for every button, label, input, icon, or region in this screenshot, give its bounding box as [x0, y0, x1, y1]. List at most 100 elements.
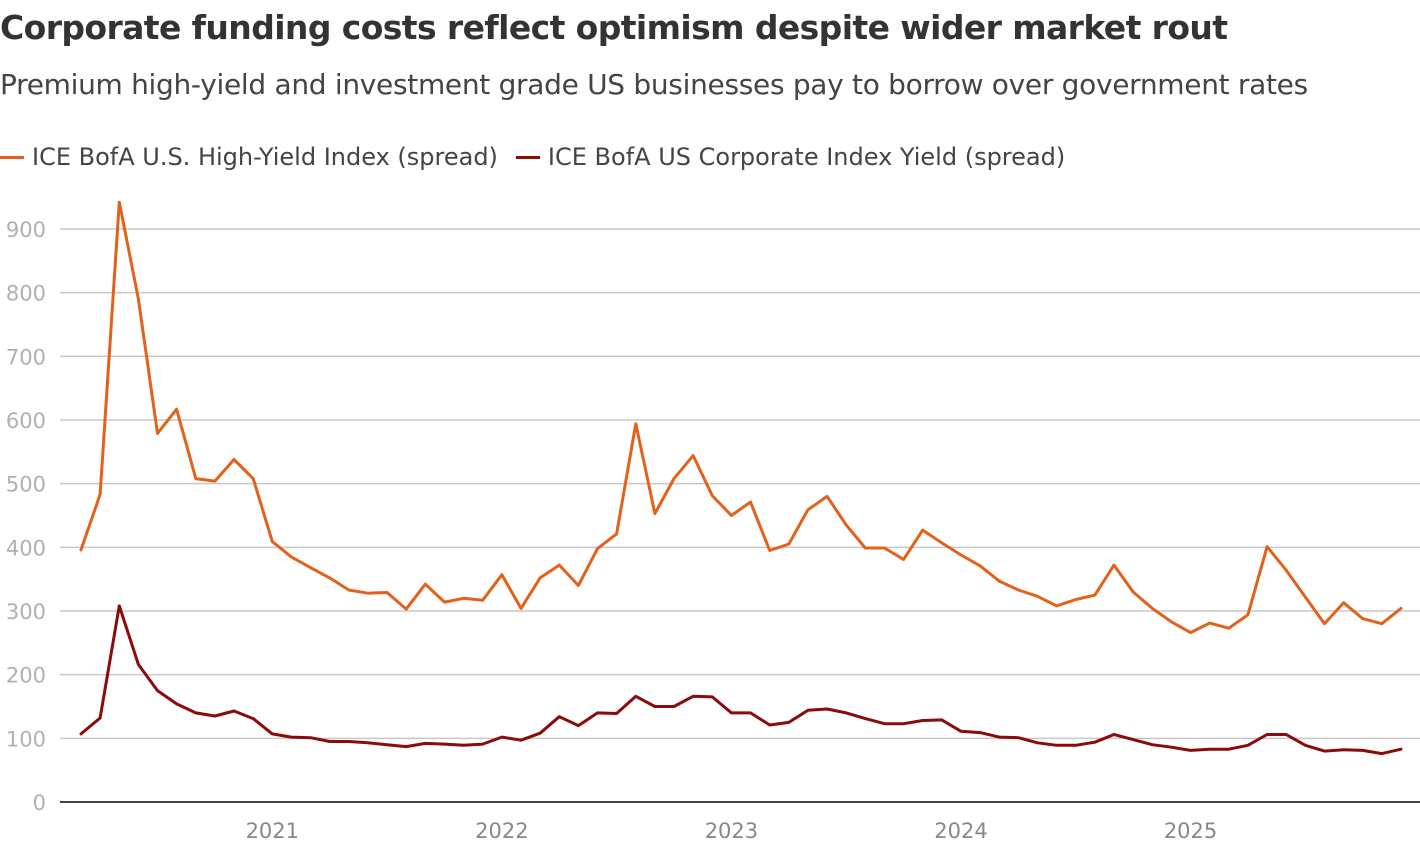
data-point-high-yield	[309, 566, 312, 569]
data-point-corporate	[405, 745, 408, 748]
data-point-high-yield	[1361, 617, 1364, 620]
data-point-corporate	[1208, 747, 1211, 751]
data-point-corporate	[156, 689, 159, 692]
legend-item-corporate: ICE BofA US Corporate Index Yield (sprea…	[515, 143, 1066, 171]
data-point-high-yield	[558, 563, 561, 567]
data-point-high-yield	[118, 201, 121, 204]
data-point-corporate	[1284, 733, 1288, 736]
data-point-high-yield	[1131, 590, 1135, 594]
data-point-high-yield	[519, 607, 523, 610]
data-point-high-yield	[1170, 620, 1173, 624]
chart-title: Corporate funding costs reflect optimism…	[0, 8, 1228, 47]
data-point-high-yield	[405, 607, 408, 611]
data-point-corporate	[79, 732, 83, 736]
y-tick-label: 800	[6, 282, 46, 306]
data-point-high-yield	[921, 528, 924, 532]
data-point-high-yield	[634, 422, 637, 426]
data-point-high-yield	[213, 479, 217, 483]
data-point-high-yield	[1036, 595, 1039, 598]
data-point-corporate	[1265, 733, 1269, 736]
data-point-high-yield	[1323, 622, 1326, 625]
chart-subtitle: Premium high-yield and investment grade …	[0, 68, 1308, 101]
data-point-high-yield	[290, 555, 293, 559]
data-point-high-yield	[271, 540, 274, 543]
data-point-high-yield	[98, 493, 102, 496]
data-point-high-yield	[1380, 622, 1384, 625]
data-point-corporate	[1017, 736, 1020, 739]
data-point-corporate	[1246, 744, 1250, 747]
data-point-high-yield	[1304, 595, 1307, 599]
data-point-corporate	[481, 742, 484, 746]
data-point-corporate	[118, 604, 121, 608]
data-point-high-yield	[1399, 607, 1403, 610]
data-point-high-yield	[1265, 545, 1269, 548]
data-point-high-yield	[978, 564, 982, 567]
data-point-corporate	[1304, 744, 1307, 747]
data-point-corporate	[137, 663, 140, 666]
data-point-high-yield	[845, 523, 848, 527]
x-tick-label: 2023	[705, 819, 758, 843]
data-point-corporate	[825, 707, 829, 711]
data-point-high-yield	[1112, 563, 1116, 567]
data-point-corporate	[1151, 743, 1154, 746]
x-tick-label: 2021	[246, 819, 299, 843]
data-point-corporate	[1361, 749, 1364, 752]
data-point-corporate	[462, 744, 465, 747]
data-point-high-yield	[959, 553, 963, 557]
data-point-corporate	[634, 695, 637, 698]
data-point-high-yield	[825, 495, 829, 498]
data-point-high-yield	[577, 584, 580, 587]
data-point-corporate	[883, 722, 886, 725]
x-tick-label: 2024	[934, 819, 987, 843]
data-point-high-yield	[443, 600, 446, 604]
data-point-high-yield	[749, 500, 752, 504]
data-point-high-yield	[730, 514, 733, 517]
data-point-high-yield	[481, 598, 484, 602]
data-point-high-yield	[79, 548, 83, 552]
data-point-corporate	[558, 715, 561, 718]
data-point-corporate	[768, 723, 771, 727]
data-point-corporate	[213, 714, 217, 718]
data-point-corporate	[615, 712, 618, 715]
data-point-high-yield	[1342, 601, 1345, 604]
data-point-corporate	[1342, 748, 1345, 751]
y-tick-label: 500	[6, 473, 46, 497]
legend-swatch-high-yield	[0, 155, 24, 159]
legend-label-high-yield: ICE BofA U.S. High-Yield Index (spread)	[32, 143, 498, 171]
series-line-high-yield	[79, 200, 1403, 635]
data-point-high-yield	[1151, 607, 1154, 610]
data-point-high-yield	[1074, 598, 1077, 601]
data-point-corporate	[1227, 747, 1231, 751]
data-point-corporate	[1131, 738, 1135, 741]
data-point-corporate	[232, 709, 236, 713]
data-point-high-yield	[902, 558, 905, 561]
data-point-corporate	[711, 695, 714, 699]
data-point-corporate	[940, 718, 944, 722]
data-point-high-yield	[137, 297, 140, 301]
legend-label-corporate: ICE BofA US Corporate Index Yield (sprea…	[547, 143, 1066, 171]
data-point-corporate	[902, 722, 905, 725]
data-point-corporate	[998, 735, 1001, 739]
data-point-corporate	[1323, 749, 1326, 753]
legend: ICE BofA U.S. High-Yield Index (spread) …	[0, 143, 1065, 171]
data-point-corporate	[98, 716, 102, 720]
data-point-high-yield	[1246, 613, 1250, 617]
data-point-corporate	[749, 711, 752, 715]
data-point-high-yield	[596, 547, 599, 550]
data-point-high-yield	[998, 579, 1001, 583]
data-point-high-yield	[232, 458, 236, 461]
data-point-corporate	[806, 709, 810, 712]
data-point-corporate	[1189, 749, 1192, 752]
data-point-corporate	[1093, 740, 1097, 744]
data-point-corporate	[730, 711, 733, 715]
y-tick-label: 200	[6, 664, 46, 688]
data-point-high-yield	[347, 588, 351, 592]
data-point-high-yield	[251, 477, 255, 480]
data-point-high-yield	[1055, 604, 1058, 608]
data-point-corporate	[1170, 746, 1173, 749]
data-point-corporate	[921, 719, 924, 722]
data-point-corporate	[653, 705, 657, 708]
data-point-corporate	[309, 736, 312, 739]
data-point-corporate	[251, 717, 255, 720]
